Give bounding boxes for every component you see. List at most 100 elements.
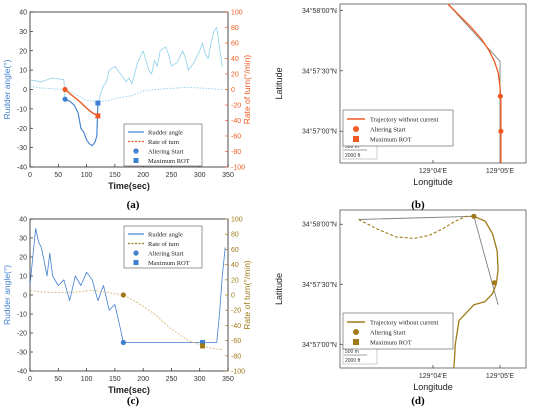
x-tick-label: 300 (194, 376, 206, 383)
y-tick-label: 10 (19, 68, 27, 75)
y-tick-label: 10 (19, 274, 27, 281)
y2-tick-label: 20 (231, 277, 239, 284)
legend-box (123, 225, 203, 269)
map-marker-0 (498, 128, 504, 134)
y2-tick-label: 60 (231, 41, 239, 48)
y-tick-label: 34°57'30"N (302, 281, 337, 289)
x-tick-label: 129°05'E (486, 167, 515, 175)
y2-tick-label: 40 (231, 56, 239, 63)
y2-tick-label: 0 (231, 293, 235, 300)
x-tick-label: 0 (28, 376, 32, 383)
legend: Trajectory without current Altering Start… (342, 312, 454, 350)
y-tick-label: 30 (19, 29, 27, 36)
y2-tick-label: -20 (231, 308, 241, 315)
y-tick-label: -10 (17, 106, 27, 113)
x-tick-label: 0 (28, 172, 32, 179)
x-axis-label: Time(sec) (108, 181, 150, 191)
legend-box (342, 312, 454, 350)
y-axis-label: Latitude (274, 67, 284, 99)
x-tick-label: 200 (137, 376, 149, 383)
legend: Rudder angle Rate of turn Altering Start Ma… (123, 123, 203, 167)
legend-label: Altering Start (148, 149, 184, 156)
x-tick-label: 250 (166, 172, 178, 179)
rate-of-turn-series-3 (64, 88, 99, 117)
x-axis-label: Time(sec) (108, 385, 150, 395)
map-track-1 (453, 215, 499, 369)
altering-start-marker-0 (62, 96, 68, 102)
x-axis-label: Longitude (413, 382, 453, 392)
y-axis-label: Rudder angle(°) (2, 59, 12, 119)
y-tick-label: 0 (23, 87, 27, 94)
y2-tick-label: -40 (231, 118, 241, 125)
panel-d-map: 129°04'E 129°05'E 34°58'00"N 34°57'30"N 34°5… (274, 209, 527, 392)
y2-tick-label: 100 (231, 217, 243, 224)
legend-label: Maximum ROT (370, 340, 412, 347)
y2-tick-label: -40 (231, 323, 241, 330)
legend-swatch-altering (353, 329, 359, 335)
y-tick-label: 30 (19, 236, 27, 243)
y-tick-label: 40 (19, 10, 27, 17)
y-tick-label: 34°58'00"N (302, 221, 337, 229)
y2-tick-label: -20 (231, 103, 241, 110)
altering-start-marker-0 (120, 339, 126, 346)
legend-swatch-maxrot (133, 260, 139, 265)
legend-label: Trajectory without current (370, 117, 439, 124)
panel-label-d: (d) (411, 395, 425, 407)
rate-of-turn-series-1 (29, 289, 223, 351)
y2-tick-label: 100 (231, 10, 243, 17)
legend: Rudder angle Rate of turn Altering Start Ma… (123, 225, 203, 269)
x-tick-label: 129°05'E (486, 372, 515, 380)
map-marker-0 (491, 280, 497, 286)
legend-swatch-altering (133, 250, 139, 256)
x-tick-label: 150 (109, 172, 121, 179)
map-marker-1 (497, 93, 503, 99)
x-tick-label: 350 (222, 172, 234, 179)
x-tick-label: 200 (137, 172, 149, 179)
y-tick-label: 40 (19, 217, 27, 224)
y-tick-label: -20 (17, 331, 27, 338)
y-tick-label: -20 (17, 126, 27, 133)
map-track-1 (447, 3, 502, 163)
panel-label-b: (b) (411, 199, 425, 211)
y2-tick-label: -60 (231, 134, 241, 141)
legend-label: Maximum ROT (370, 137, 412, 144)
y2-tick-label: 80 (231, 25, 239, 32)
legend-label: Altering Start (370, 127, 406, 134)
altering-start-marker-1 (62, 86, 68, 93)
x-tick-label: 350 (222, 376, 234, 383)
legend-label: Rate of turn (148, 241, 180, 248)
y2-tick-label: 0 (231, 87, 235, 94)
x-tick-label: 150 (109, 376, 121, 383)
y2-tick-label: 80 (231, 232, 239, 239)
legend-label: Maximum ROT (148, 260, 190, 267)
legend-swatch-maxrot (133, 158, 139, 163)
maximum-rot-marker-2 (200, 340, 206, 345)
y-tick-label: 0 (23, 293, 27, 300)
x-tick-label: 50 (54, 172, 62, 179)
scale-label-feet: 2000 ft (345, 358, 361, 364)
y2-tick-label: -100 (231, 369, 245, 376)
map-marker-1 (471, 213, 477, 219)
legend-label: Rudder angle (148, 130, 183, 137)
scale-label-meters: 500 m (345, 349, 359, 355)
y2-tick-label: -80 (231, 149, 241, 156)
y-tick-label: -10 (17, 312, 27, 319)
scale-label-meters: 500 m (345, 144, 359, 150)
panel-label-c: (c) (127, 395, 140, 407)
y-tick-label: 20 (19, 255, 27, 262)
y-axis-label: Latitude (274, 273, 284, 305)
y-tick-label: -30 (17, 145, 27, 152)
legend-label: Trajectory without current (370, 320, 439, 327)
panel-label-a: (a) (127, 199, 140, 211)
maximum-rot-marker-3 (200, 343, 206, 349)
y2-tick-label: 60 (231, 247, 239, 254)
y2-axis-label: Rate of turn(°/min) (242, 55, 252, 125)
x-tick-label: 50 (54, 376, 62, 383)
legend-label: Rudder angle (148, 232, 183, 239)
y-axis-label: Rudder angle(°) (2, 265, 12, 325)
legend-label: Maximum ROT (148, 158, 190, 165)
legend-swatch-maxrot (353, 136, 359, 142)
legend-box (342, 109, 454, 147)
legend-label: Rate of turn (148, 139, 180, 146)
